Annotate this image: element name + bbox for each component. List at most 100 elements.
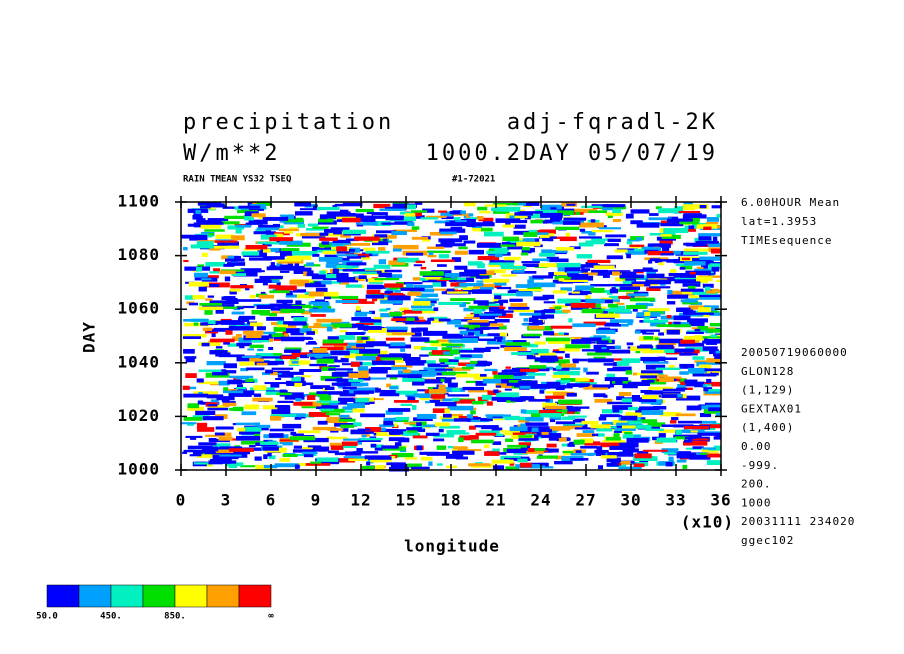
shade-cell xyxy=(527,465,546,468)
shade-cell xyxy=(536,232,549,236)
shade-cell xyxy=(223,263,235,267)
shade-cell xyxy=(513,224,526,229)
shade-cell xyxy=(380,299,404,304)
shade-cell xyxy=(512,219,528,224)
shade-cell xyxy=(394,290,401,293)
shade-cell xyxy=(557,399,583,405)
shade-cell xyxy=(644,282,651,287)
shade-cell xyxy=(459,304,466,308)
shade-cell xyxy=(587,259,611,264)
shade-cell xyxy=(293,401,313,406)
colorbar-label: 850. xyxy=(164,612,186,622)
shade-cell xyxy=(670,250,681,255)
shade-cell xyxy=(345,238,360,242)
colorbar-box xyxy=(142,584,176,608)
shade-cell xyxy=(306,262,314,266)
shade-cell xyxy=(291,315,305,319)
shade-cell xyxy=(370,443,377,448)
shade-cell xyxy=(688,321,705,327)
shade-cell xyxy=(339,345,365,349)
shade-cell xyxy=(689,271,696,275)
shade-cell xyxy=(419,271,444,276)
shade-cell xyxy=(517,458,528,463)
shade-cell xyxy=(452,450,475,455)
shade-cell xyxy=(558,437,567,442)
shade-cell xyxy=(294,416,302,420)
shade-cell xyxy=(656,437,677,443)
shade-cell xyxy=(581,420,599,425)
shade-cell xyxy=(492,465,505,471)
shade-cell xyxy=(504,388,512,391)
shade-cell xyxy=(479,313,503,316)
shade-cell xyxy=(391,452,414,458)
shade-cell xyxy=(586,371,599,375)
shade-cell xyxy=(502,236,520,241)
shade-cell xyxy=(280,308,305,313)
shade-cell xyxy=(581,308,604,314)
shade-cell xyxy=(522,238,535,242)
shade-cell xyxy=(477,263,485,269)
shade-cell xyxy=(324,254,339,259)
shade-cell xyxy=(659,338,683,344)
shade-cell xyxy=(290,431,297,436)
shade-cell xyxy=(371,360,395,365)
shade-cell xyxy=(534,341,546,345)
x-tick-label: 15 xyxy=(395,491,416,510)
shade-cell xyxy=(302,267,312,272)
x-tick-label: 24 xyxy=(530,491,551,510)
shade-cell xyxy=(621,398,633,403)
shade-cell xyxy=(683,228,696,232)
shade-cell xyxy=(475,275,490,279)
shade-cell xyxy=(552,374,570,378)
shade-cell xyxy=(306,395,316,400)
shade-cell xyxy=(181,234,208,239)
shade-cell xyxy=(189,237,208,241)
shade-cell xyxy=(678,342,705,347)
shade-cell xyxy=(215,346,223,349)
shade-cell xyxy=(381,222,408,225)
shade-cell xyxy=(578,242,594,247)
shade-cell xyxy=(567,383,589,387)
shade-cell xyxy=(432,398,444,402)
shade-cell xyxy=(531,348,549,354)
shade-cell xyxy=(297,430,321,434)
shade-cell xyxy=(446,430,466,435)
shade-cell xyxy=(361,465,375,470)
shade-cell xyxy=(299,354,309,359)
shade-cell xyxy=(408,463,422,467)
shade-cell xyxy=(692,373,717,377)
shade-cell xyxy=(530,219,549,224)
shade-cell xyxy=(533,296,549,301)
shade-cell xyxy=(509,426,528,432)
shade-cell xyxy=(472,323,493,327)
shade-cell xyxy=(522,247,531,251)
shade-cell xyxy=(388,260,406,265)
shade-cell xyxy=(411,310,436,314)
shade-cell xyxy=(585,261,598,266)
shade-cell xyxy=(368,368,388,374)
shade-cell xyxy=(453,446,468,450)
shade-cell xyxy=(184,295,196,300)
shade-cell xyxy=(386,288,394,293)
shade-cell xyxy=(696,266,704,269)
shade-cell xyxy=(458,437,464,443)
shade-cell xyxy=(255,353,280,357)
shade-cell xyxy=(197,264,205,267)
shade-cell xyxy=(564,267,581,273)
shade-cell xyxy=(493,374,514,379)
shade-cell xyxy=(439,425,460,429)
shade-cell xyxy=(374,465,385,471)
shade-cell xyxy=(380,313,397,318)
shade-cell xyxy=(244,216,254,221)
shade-cell xyxy=(527,279,534,285)
shade-cell xyxy=(706,290,717,294)
shade-cell xyxy=(699,412,712,418)
shade-cell xyxy=(607,215,613,219)
shade-cell xyxy=(183,259,189,263)
shade-cell xyxy=(700,452,708,456)
shade-cell xyxy=(267,247,280,252)
shade-cell xyxy=(609,283,633,287)
shade-cell xyxy=(392,316,419,319)
shade-cell xyxy=(360,413,386,418)
shade-cell xyxy=(314,281,321,285)
